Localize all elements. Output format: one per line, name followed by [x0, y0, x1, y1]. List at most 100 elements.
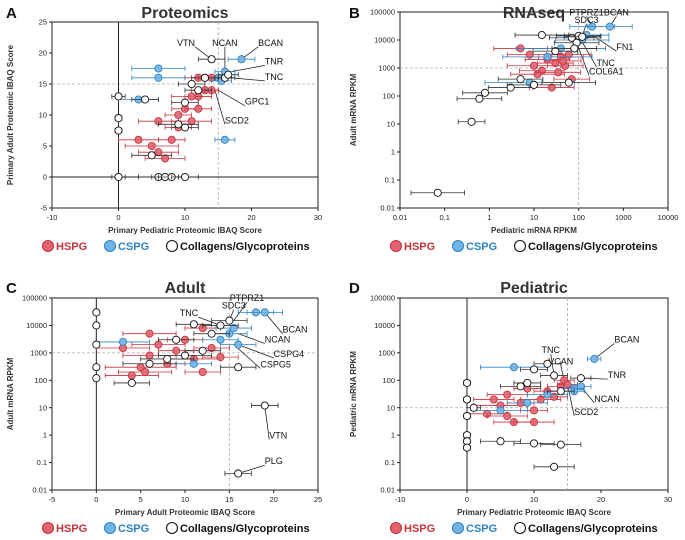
data-point-cg	[92, 374, 101, 383]
data-point-cg	[114, 172, 123, 182]
x-tick-label: 10	[530, 213, 538, 222]
annotation-leader	[591, 34, 617, 52]
data-point-cg	[550, 371, 559, 380]
data-point-hspg	[529, 61, 539, 70]
annotation-label: NCAN	[212, 38, 238, 48]
y-tick-label: 1000	[378, 64, 395, 73]
y-tick-label: 100	[382, 92, 395, 101]
x-tick-label: -5	[49, 495, 56, 504]
legend-marker-cspg	[103, 521, 117, 535]
annotation-label: TNC	[265, 72, 284, 82]
legend: HSPG CSPG Collagens/Glycoproteins	[389, 521, 658, 535]
legend-marker-cg	[165, 239, 179, 253]
y-tick-label: 15	[39, 80, 47, 89]
legend-marker-cg	[513, 239, 527, 253]
data-point-cg	[200, 73, 209, 82]
data-point-cg	[92, 308, 101, 317]
data-point-hspg	[147, 141, 156, 151]
y-tick-label: 1	[391, 431, 395, 440]
annotation-label: NCAN	[594, 394, 620, 404]
panel-a: A Proteomics -10 0 10 20 30 -5 0 5 10 15 20 25 Primary…	[6, 5, 322, 253]
data-point-hspg	[503, 390, 512, 399]
data-point-cg	[92, 363, 101, 372]
data-point-hspg	[127, 371, 136, 380]
y-tick-label: 25	[39, 18, 47, 27]
annotation-label: SCD2	[225, 115, 249, 125]
data-point-cg	[114, 126, 123, 135]
data-point-hspg	[145, 351, 154, 360]
y-tick-label: 10000	[374, 36, 395, 45]
annotation-leader	[238, 333, 265, 344]
data-point-cg	[180, 98, 190, 107]
annotation-label: PLG	[265, 456, 283, 466]
y-tick-label: 10	[387, 120, 395, 129]
annotation-leader	[218, 89, 246, 107]
data-point-hspg	[216, 353, 225, 362]
data-point-hspg	[194, 104, 203, 113]
data-point-cg	[92, 321, 101, 330]
x-axis-label: Primary Pediatric Proteomic IBAQ Score	[457, 508, 611, 517]
legend-label-hspg: HSPG	[404, 523, 435, 535]
data-point-cg	[225, 316, 234, 325]
legend-label-hspg: HSPG	[404, 241, 435, 253]
data-point-hspg	[172, 346, 181, 355]
data-point-cg	[564, 78, 573, 87]
x-tick-label: 15	[225, 495, 233, 504]
data-point-cg	[180, 172, 190, 182]
y-tick-label: -5	[40, 204, 47, 213]
y-tick-label: 1	[43, 431, 47, 440]
x-tick-label: 20	[597, 495, 605, 504]
annotation-leader	[214, 90, 226, 125]
legend-label-cg: Collagens/Glycoproteins	[180, 241, 310, 253]
y-tick-label: 20	[39, 49, 47, 58]
data-point-cg	[529, 365, 539, 374]
panel-letter: B	[349, 5, 360, 22]
data-point-cg	[578, 32, 587, 41]
annotation-label: BCAN	[604, 7, 629, 17]
data-point-hspg	[198, 367, 207, 377]
data-point-cg	[556, 387, 565, 396]
annotation-leader	[567, 384, 575, 417]
x-tick-label: 0.01	[393, 213, 408, 222]
x-axis-label: Primary Pediatric Proteomic IBAQ Score	[108, 226, 262, 235]
data-point-cspg	[154, 73, 163, 82]
legend-label-cg: Collagens/Glycoproteins	[528, 241, 658, 253]
data-point-cg	[506, 83, 515, 92]
y-tick-label: 0.01	[380, 486, 395, 495]
y-axis-label: Adult mRNA RPKM	[349, 73, 358, 146]
x-tick-label: -10	[47, 213, 58, 222]
data-point-cg	[516, 382, 525, 391]
data-point-cg	[147, 151, 156, 160]
annotation-label: TNC	[542, 345, 561, 355]
chart-title: Adult	[165, 280, 207, 297]
data-point-cg	[496, 437, 505, 446]
chart-title: Pediatric	[500, 280, 568, 297]
data-point-cspg	[260, 308, 269, 317]
data-point-cspg	[154, 64, 163, 73]
data-point-cg	[433, 188, 442, 197]
y-axis-label: Primary Adult Proteomic IBAQ Score	[6, 44, 15, 185]
x-axis-label: Primary Adult Proteomic IBAQ Score	[115, 508, 256, 517]
data-point-hspg	[525, 50, 534, 59]
data-point-hspg	[503, 411, 512, 421]
data-point-cspg	[237, 55, 246, 64]
annotation-leader	[264, 405, 270, 440]
x-tick-label: 0	[116, 213, 120, 222]
annotation-leader	[231, 65, 265, 72]
data-point-cspg	[509, 363, 518, 372]
y-tick-label: 0.1	[385, 176, 395, 185]
annotation-leader	[231, 77, 265, 82]
data-point-cspg	[229, 324, 238, 333]
data-point-cg	[174, 120, 183, 129]
y-axis-label: Adult mRNA RPKM	[6, 357, 15, 430]
legend-marker-hspg	[389, 239, 403, 253]
data-point-hspg	[167, 135, 176, 144]
data-point-cspg	[496, 406, 505, 415]
data-point-hspg	[174, 110, 183, 120]
data-point-cg	[516, 75, 525, 84]
x-tick-label: 30	[664, 495, 672, 504]
panel-letter: C	[6, 280, 17, 297]
data-point-cg	[234, 469, 243, 478]
data-point-cg	[187, 79, 196, 89]
